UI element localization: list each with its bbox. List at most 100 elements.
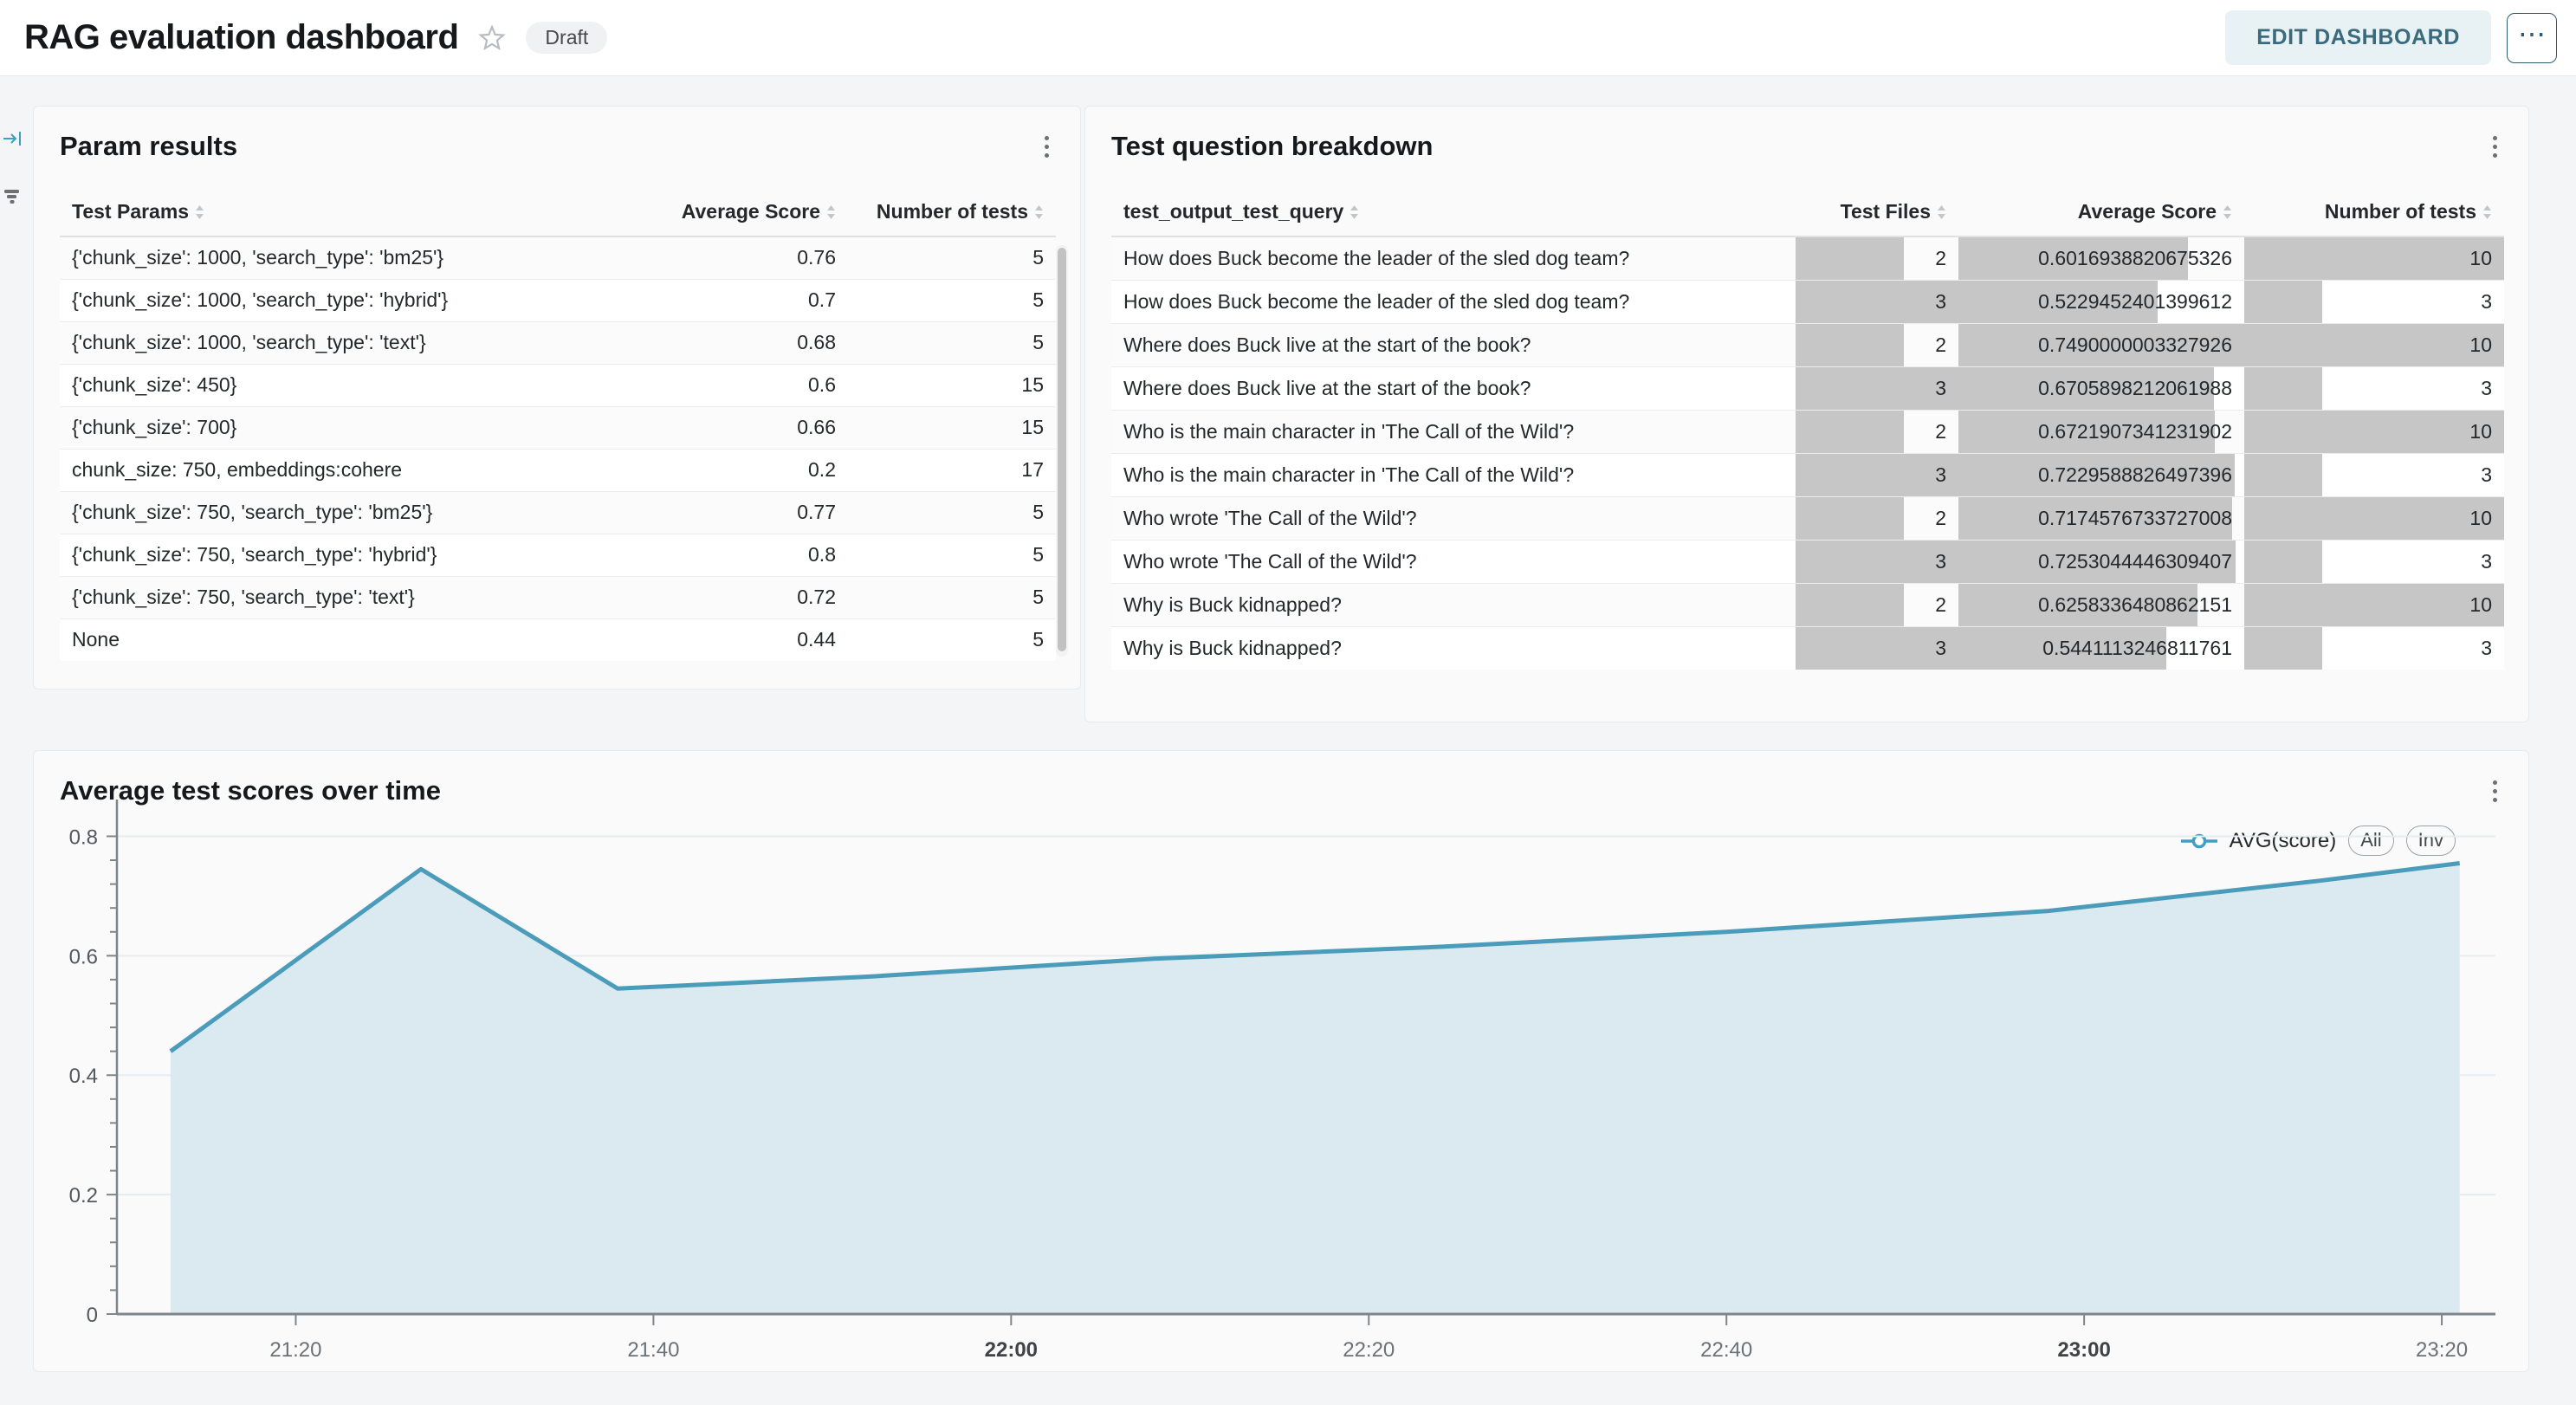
data-bar — [1958, 497, 2233, 540]
cell-test-query: How does Buck become the leader of the s… — [1111, 236, 1796, 281]
cell-average-score: 0.5441113246811761 — [1958, 626, 2244, 670]
cell-number-of-tests: 10 — [2244, 496, 2504, 541]
table-row[interactable]: chunk_size: 750, embeddings:cohere 0.2 17 — [60, 448, 1056, 491]
column-label: Number of tests — [2324, 200, 2476, 223]
cell-number-of-tests: 10 — [2244, 236, 2504, 281]
cell-average-score: 0.77 — [597, 490, 848, 534]
cell-average-score: 0.72 — [597, 575, 848, 618]
cell-number-of-tests: 3 — [2244, 626, 2504, 670]
data-bar — [1958, 411, 2216, 453]
cell-test-query: Why is Buck kidnapped? — [1111, 626, 1796, 670]
data-bar — [2244, 324, 2504, 366]
table-row[interactable]: {'chunk_size': 1000, 'search_type': 'bm2… — [60, 236, 1056, 279]
cell-test-params: {'chunk_size': 450} — [60, 363, 597, 406]
cell-value: 0.6016938820675326 — [2038, 247, 2232, 269]
test-breakdown-table-wrapper: test_output_test_query Test Files — [1111, 200, 2504, 670]
cell-average-score: 0.6721907341231902 — [1958, 410, 2244, 454]
chart-canvas[interactable]: 0 0.2 0.4 0.6 0.8 21:20 21:40 22:00 22:20 22:40 23… — [34, 751, 2530, 1373]
column-header-test-files[interactable]: Test Files — [1796, 200, 1958, 236]
panel-title: Param results — [60, 131, 238, 161]
cell-number-of-tests: 5 — [848, 490, 1056, 534]
data-bar — [2244, 281, 2322, 323]
table-row[interactable]: Who wrote 'The Call of the Wild'? 2 0.7174… — [1111, 496, 2504, 541]
data-bar — [1958, 237, 2189, 280]
column-header-average-score[interactable]: Average Score — [597, 200, 848, 236]
more-options-button[interactable]: ⋯ — [2507, 12, 2557, 63]
kebab-menu-icon[interactable] — [2480, 129, 2509, 164]
data-bar — [1958, 454, 2235, 496]
cell-number-of-tests: 15 — [848, 405, 1056, 449]
table-row[interactable]: Who is the main character in 'The Call o… — [1111, 410, 2504, 454]
cell-average-score: 0.6258336480862151 — [1958, 583, 2244, 627]
table-row[interactable]: How does Buck become the leader of the s… — [1111, 236, 2504, 281]
kebab-menu-icon[interactable] — [1032, 129, 1061, 164]
panel-average-test-scores-over-time: Average test scores over time AVG(score)… — [33, 750, 2529, 1372]
data-bar — [1958, 324, 2244, 366]
cell-number-of-tests: 5 — [848, 236, 1056, 279]
table-row[interactable]: None 0.44 5 — [60, 618, 1056, 661]
cell-number-of-tests: 10 — [2244, 323, 2504, 367]
table-row[interactable]: {'chunk_size': 1000, 'search_type': 'hyb… — [60, 278, 1056, 321]
table-row[interactable]: {'chunk_size': 450} 0.6 15 — [60, 363, 1056, 406]
expand-panel-icon[interactable] — [2, 128, 24, 153]
param-results-table-wrapper: Test Params Average Score — [60, 200, 1056, 661]
test-breakdown-table: test_output_test_query Test Files — [1111, 200, 2504, 670]
data-bar — [2244, 367, 2322, 410]
cell-value: 10 — [2469, 247, 2492, 269]
data-bar — [1958, 281, 2159, 323]
table-row[interactable]: {'chunk_size': 750, 'search_type': 'text… — [60, 575, 1056, 618]
filter-icon[interactable] — [2, 185, 24, 210]
kebab-menu-icon[interactable] — [2480, 774, 2509, 808]
cell-test-files: 2 — [1796, 323, 1958, 367]
header-actions: EDIT DASHBOARD ⋯ — [2225, 10, 2557, 65]
table-row[interactable]: Why is Buck kidnapped? 3 0.544111324681176… — [1111, 626, 2504, 670]
table-row[interactable]: How does Buck become the leader of the s… — [1111, 280, 2504, 324]
panel-title: Average test scores over time — [60, 775, 441, 806]
cell-test-files: 2 — [1796, 236, 1958, 281]
cell-value: 2 — [1935, 593, 1946, 616]
cell-test-files: 3 — [1796, 280, 1958, 324]
table-row[interactable]: Who wrote 'The Call of the Wild'? 3 0.7253… — [1111, 540, 2504, 584]
column-header-number-of-tests[interactable]: Number of tests — [2244, 200, 2504, 236]
cell-average-score: 0.44 — [597, 618, 848, 661]
y-axis-tick-label: 0.6 — [69, 945, 98, 968]
data-bar — [1796, 584, 1905, 626]
cell-test-params: {'chunk_size': 1000, 'search_type': 'tex… — [60, 320, 597, 364]
table-row[interactable]: Who is the main character in 'The Call o… — [1111, 453, 2504, 497]
table-row[interactable]: Why is Buck kidnapped? 2 0.625833648086215… — [1111, 583, 2504, 627]
legend-inv-button[interactable]: Inv — [2405, 826, 2456, 857]
table-scrollbar-thumb[interactable] — [1058, 248, 1066, 651]
cell-average-score: 0.76 — [597, 236, 848, 279]
cell-value: 2 — [1935, 420, 1946, 443]
table-row[interactable]: {'chunk_size': 750, 'search_type': 'bm25… — [60, 490, 1056, 534]
cell-test-files: 3 — [1796, 453, 1958, 497]
cell-number-of-tests: 3 — [2244, 280, 2504, 324]
data-bar — [1796, 281, 1958, 323]
table-row[interactable]: {'chunk_size': 1000, 'search_type': 'tex… — [60, 320, 1056, 364]
table-row[interactable]: {'chunk_size': 750, 'search_type': 'hybr… — [60, 533, 1056, 576]
cell-test-params: chunk_size: 750, embeddings:cohere — [60, 448, 597, 491]
sort-arrows-icon — [1937, 204, 1946, 220]
star-outline-icon[interactable] — [477, 23, 507, 53]
column-header-test-params[interactable]: Test Params — [60, 200, 597, 236]
edit-dashboard-button[interactable]: EDIT DASHBOARD — [2225, 10, 2491, 65]
cell-value: 0.6721907341231902 — [2038, 420, 2232, 443]
x-axis-tick-label: 22:40 — [1700, 1338, 1752, 1362]
column-header-test-query[interactable]: test_output_test_query — [1111, 200, 1796, 236]
cell-test-query: Where does Buck live at the start of the… — [1111, 366, 1796, 411]
column-header-number-of-tests[interactable]: Number of tests — [848, 200, 1056, 236]
table-row[interactable]: Where does Buck live at the start of the… — [1111, 323, 2504, 367]
table-row[interactable]: {'chunk_size': 700} 0.66 15 — [60, 405, 1056, 449]
x-axis-tick-label: 23:20 — [2416, 1338, 2468, 1362]
table-row[interactable]: Where does Buck live at the start of the… — [1111, 366, 2504, 411]
cell-test-params: {'chunk_size': 750, 'search_type': 'bm25… — [60, 490, 597, 534]
column-label: Test Files — [1840, 200, 1931, 223]
cell-test-query: Where does Buck live at the start of the… — [1111, 323, 1796, 367]
table-scrollbar-track[interactable] — [1056, 245, 1068, 657]
series-line-avg-score[interactable] — [169, 861, 2461, 1053]
column-label: Average Score — [2077, 200, 2217, 223]
legend-all-button[interactable]: All — [2348, 826, 2394, 857]
cell-test-query: Who wrote 'The Call of the Wild'? — [1111, 540, 1796, 584]
cell-average-score: 0.6705898212061988 — [1958, 366, 2244, 411]
column-header-average-score[interactable]: Average Score — [1958, 200, 2244, 236]
